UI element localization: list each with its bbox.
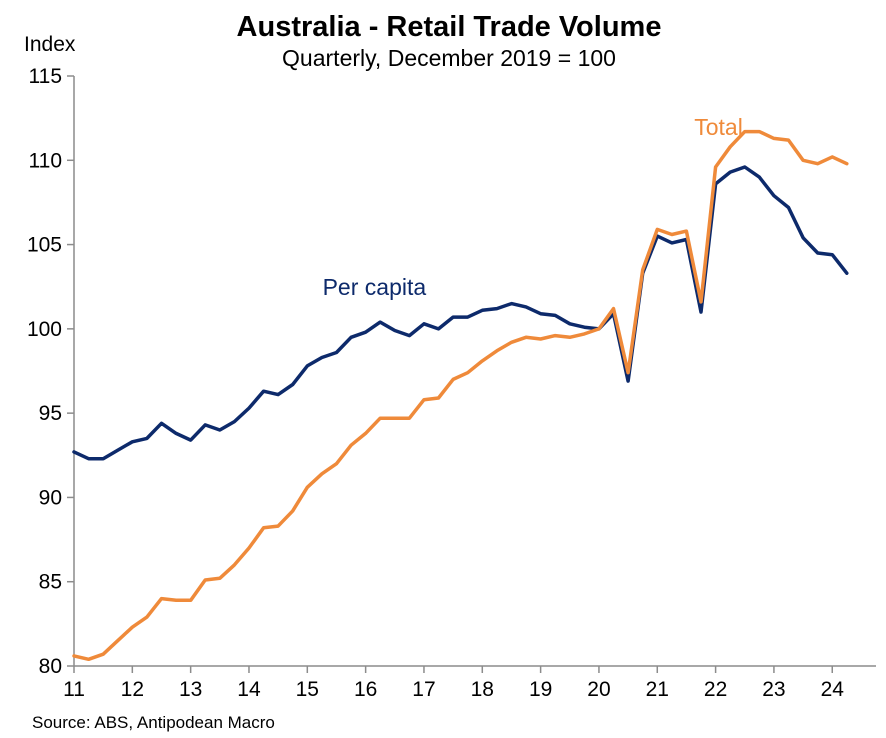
y-axis-title: Index: [24, 33, 76, 56]
y-tick-label: 105: [27, 234, 62, 257]
x-tick-label: 16: [354, 678, 377, 701]
series-line-total: [72, 129, 849, 662]
series-annotations: Per capita Total: [323, 114, 743, 300]
x-tick-label: 14: [237, 678, 261, 701]
y-tick-label: 100: [27, 318, 62, 341]
chart-title: Australia - Retail Trade Volume: [237, 11, 662, 43]
y-tick-label: 95: [39, 402, 62, 425]
x-tick-label: 17: [412, 678, 435, 701]
y-tick-label: 80: [39, 655, 62, 678]
x-tick-label: 12: [121, 678, 144, 701]
y-axis: 80 85 90 95 100 105 110 115: [27, 65, 75, 678]
series-label-total: Total: [694, 114, 743, 140]
chart-subtitle: Quarterly, December 2019 = 100: [282, 45, 616, 71]
x-tick-label: 24: [821, 678, 845, 701]
series-lines: [72, 129, 849, 662]
x-tick-label: 23: [762, 678, 785, 701]
x-tick-label: 15: [296, 678, 319, 701]
x-tick-label: 22: [704, 678, 727, 701]
x-tick-label: 11: [63, 678, 85, 701]
y-tick-label: 85: [39, 571, 62, 594]
series-line-per-capita: [72, 165, 849, 461]
x-tick-label: 19: [529, 678, 552, 701]
x-tick-label: 20: [587, 678, 610, 701]
series-label-per-capita: Per capita: [323, 274, 427, 300]
y-tick-label: 90: [39, 486, 62, 509]
x-tick-label: 21: [646, 678, 669, 701]
x-axis: 11 12 13 14 15 16 17 18 19 20 21 22 23 24: [63, 665, 876, 701]
x-tick-label: 13: [179, 678, 202, 701]
x-tick-label: 18: [471, 678, 494, 701]
y-tick-label: 115: [29, 65, 62, 88]
source-note: Source: ABS, Antipodean Macro: [32, 713, 275, 732]
y-tick-label: 110: [29, 149, 62, 172]
